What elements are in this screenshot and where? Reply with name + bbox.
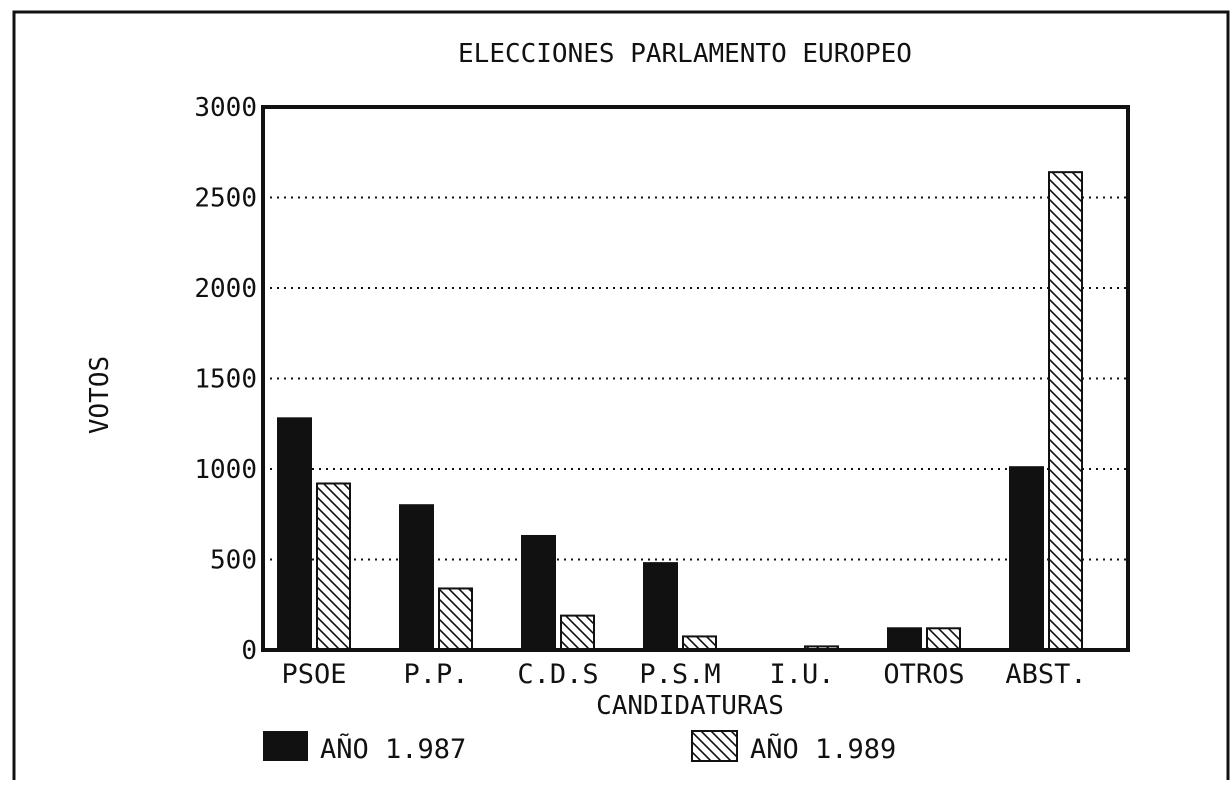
y-tick-label: 1000 — [194, 455, 257, 485]
chart-title: ELECCIONES PARLAMENTO EUROPEO — [458, 39, 912, 69]
x-tick-label: P.S.M — [639, 659, 720, 690]
figure-frame — [12, 10, 1230, 780]
y-tick-label: 2500 — [194, 184, 257, 214]
bar-1987 — [1009, 466, 1044, 651]
bar-1989 — [926, 627, 961, 652]
bar-1989 — [1048, 171, 1083, 651]
x-tick-label: ABST. — [1005, 659, 1086, 690]
x-tick-label: P.P. — [403, 659, 468, 690]
y-tick-label: 2000 — [194, 274, 257, 304]
bar-1987 — [277, 417, 312, 651]
bar-1987 — [521, 534, 556, 651]
plot-area-frame — [261, 105, 1130, 652]
y-tick-label: 500 — [210, 546, 257, 576]
y-axis-label: VOTOS — [85, 356, 115, 434]
legend-swatch-1987 — [263, 731, 308, 761]
gridlines — [263, 196, 1128, 561]
legend-swatch-1989 — [691, 730, 738, 762]
x-tick-label: OTROS — [883, 659, 964, 690]
x-tick-label: C.D.S — [517, 659, 598, 690]
x-tick-labels: PSOE P.P. C.D.S P.S.M I.U. OTROS ABST. — [281, 659, 1086, 690]
bars — [277, 171, 1083, 652]
y-tick-labels: 0 500 1000 1500 2000 2500 3000 — [194, 93, 257, 666]
y-tick-label: 1500 — [194, 365, 257, 395]
legend: AÑO 1.987 AÑO 1.989 — [263, 730, 896, 765]
bar-1989 — [682, 635, 717, 651]
y-tick-label: 0 — [241, 636, 257, 666]
legend-label-1987: AÑO 1.987 — [320, 733, 466, 765]
bar-1987 — [887, 627, 922, 652]
x-axis-label: CANDIDATURAS — [596, 691, 784, 721]
bar-1987 — [399, 504, 434, 652]
legend-label-1989: AÑO 1.989 — [750, 733, 896, 765]
x-tick-label: PSOE — [281, 659, 346, 690]
y-tick-label: 3000 — [194, 93, 257, 123]
x-tick-label: I.U. — [769, 659, 834, 690]
bar-1989 — [438, 587, 473, 652]
bar-1987 — [643, 562, 678, 651]
bar-1989 — [316, 482, 351, 652]
bar-1989 — [560, 614, 595, 651]
